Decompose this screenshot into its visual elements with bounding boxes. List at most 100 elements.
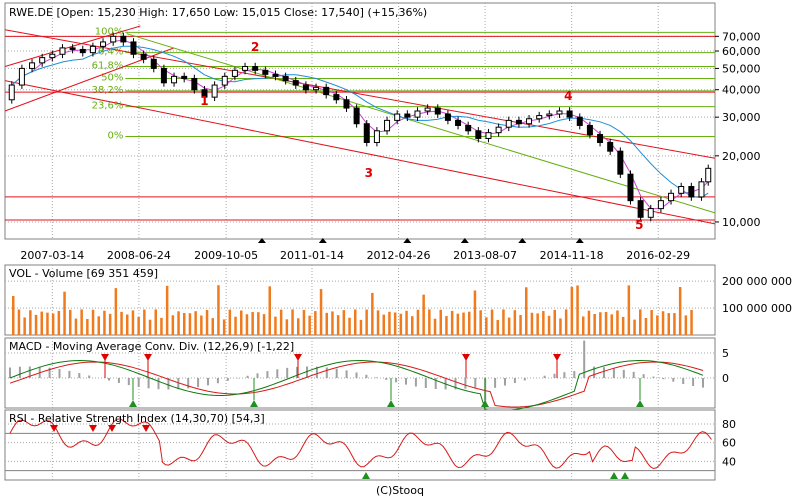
volume-bar	[405, 310, 408, 335]
candle	[505, 119, 512, 128]
fibonacci-label: 76,4%	[92, 47, 124, 58]
volume-bar	[593, 314, 596, 335]
price-tick-label: 70,000	[722, 30, 761, 43]
candle	[444, 113, 451, 121]
volume-tick-label: 200 000 000	[722, 275, 792, 288]
date-tick-label: 2016-02-29	[626, 249, 690, 262]
candle	[404, 113, 411, 118]
candle	[130, 41, 137, 55]
rsi-overbought-marker	[50, 425, 58, 432]
rsi-tick-label: 80	[722, 418, 736, 431]
macd-histogram-bar	[692, 378, 695, 387]
rsi-tick-label: 40	[722, 455, 736, 468]
volume-bar	[245, 314, 249, 335]
moving-averages	[11, 39, 709, 210]
macd-histogram-bar	[246, 375, 249, 378]
volume-bar	[365, 309, 368, 335]
macd-histogram-bar	[652, 376, 655, 378]
volume-bar	[650, 310, 653, 335]
candle	[262, 69, 269, 75]
macd-histogram-bar	[335, 368, 338, 378]
candle	[181, 75, 188, 79]
macd-histogram-bar	[256, 373, 259, 378]
signal-triangle	[257, 238, 266, 243]
volume-bar	[171, 315, 175, 335]
price-tick-label: 40,000	[722, 84, 761, 97]
macd-histogram-bar	[375, 377, 378, 378]
volume-bar	[439, 309, 442, 335]
volume-bar	[428, 309, 431, 335]
rsi-overbought-marker	[142, 425, 150, 432]
volume-bar	[57, 310, 61, 335]
rsi-overbought-marker	[108, 425, 116, 432]
macd-line	[9, 359, 704, 412]
volume-bar	[576, 285, 579, 335]
volume-bar	[126, 314, 129, 335]
volume-bar	[336, 315, 340, 335]
volume-bar	[108, 313, 112, 335]
macd-histogram-bar	[315, 366, 318, 378]
macd-histogram-bar	[28, 366, 31, 378]
volume-bar	[542, 311, 545, 335]
price-tick-label: 20,000	[722, 150, 761, 163]
candle	[231, 69, 238, 77]
volume-bar	[40, 311, 43, 335]
candle	[272, 73, 279, 77]
rsi-line	[9, 418, 712, 470]
macd-histogram-bar	[553, 373, 556, 378]
macd-signal-line	[9, 361, 704, 408]
price-tick-label: 10,000	[722, 216, 761, 229]
trend-line	[4, 80, 716, 225]
volume-bar	[285, 319, 289, 335]
candle	[333, 94, 340, 101]
candle	[302, 84, 309, 91]
volume-bar	[97, 316, 100, 335]
wave-label: 3	[365, 166, 373, 180]
fibonacci-label: 100%	[95, 26, 124, 37]
candle	[18, 67, 25, 86]
wave-label: 5	[635, 218, 643, 232]
macd-histogram-bar	[474, 378, 477, 388]
candle	[39, 57, 46, 64]
volume-bar	[12, 295, 15, 335]
signal-triangle	[518, 238, 527, 243]
volume-bar	[274, 316, 277, 335]
volume-bar	[165, 285, 169, 335]
candle	[698, 181, 705, 198]
macd-histogram-bar	[573, 371, 576, 378]
macd-histogram-bar	[157, 378, 160, 390]
macd-histogram-bar	[464, 378, 467, 389]
volume-bar	[148, 319, 152, 335]
volume-bar	[297, 318, 300, 335]
macd-buy-marker	[481, 400, 489, 407]
rsi-axis: 80 60 40	[722, 418, 736, 468]
volume-bar	[137, 317, 140, 335]
candle	[394, 113, 401, 121]
macd-sell-marker	[553, 354, 561, 361]
macd-histogram-bar	[434, 378, 437, 390]
macd-histogram-bar	[672, 378, 675, 382]
volume-bar	[331, 311, 334, 335]
macd-histogram-bar	[58, 369, 61, 378]
volume-bar	[433, 318, 437, 335]
candle	[485, 132, 492, 139]
volume-bar	[200, 315, 203, 335]
trend-line	[126, 33, 716, 214]
candle	[597, 134, 604, 143]
volume-bar	[599, 312, 602, 335]
macd-histogram-bar	[543, 375, 546, 378]
macd-histogram-bar	[405, 378, 407, 385]
volume-bar	[547, 315, 551, 335]
volume-bar	[160, 317, 163, 335]
macd-histogram-bar	[296, 366, 299, 378]
volume-bar	[661, 311, 665, 335]
macd-buy-marker	[129, 400, 137, 407]
candle	[627, 173, 634, 202]
macd-histogram-bar	[682, 378, 685, 384]
macd-histogram-bar	[563, 372, 566, 378]
volume-bar	[473, 290, 477, 335]
candle	[49, 53, 56, 59]
candle	[384, 119, 391, 132]
signal-triangle	[575, 238, 584, 243]
candle	[647, 208, 654, 218]
